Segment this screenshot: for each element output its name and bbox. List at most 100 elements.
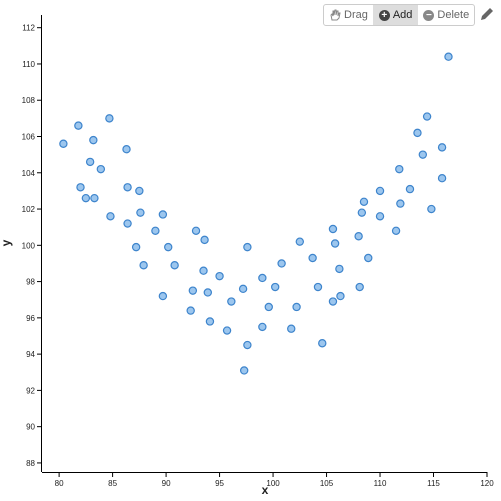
point <box>243 340 252 350</box>
point <box>375 212 385 221</box>
point <box>85 157 95 167</box>
point <box>81 193 91 203</box>
point <box>205 317 215 326</box>
point <box>222 326 232 335</box>
point <box>328 297 338 306</box>
y-tick-label: 108 <box>22 96 36 105</box>
point <box>135 186 144 196</box>
point <box>357 208 367 217</box>
point <box>227 297 236 306</box>
point <box>418 150 428 159</box>
y-tick-label: 94 <box>26 350 35 359</box>
point <box>359 197 369 206</box>
y-tick-label: 112 <box>22 24 35 33</box>
point <box>215 271 224 281</box>
point <box>131 242 141 252</box>
point <box>170 261 179 270</box>
point <box>391 226 401 236</box>
point <box>270 282 280 292</box>
point <box>186 306 195 315</box>
point <box>158 291 168 301</box>
point <box>330 239 340 248</box>
point <box>405 184 415 194</box>
point <box>238 284 248 294</box>
point <box>96 164 106 174</box>
add-button[interactable]: + Add <box>372 5 418 25</box>
point <box>139 261 148 270</box>
point <box>203 288 213 297</box>
x-tick-label: 95 <box>215 479 224 488</box>
x-tick-label: 85 <box>108 479 117 488</box>
point <box>123 183 132 192</box>
y-tick-label: 96 <box>26 314 35 323</box>
point <box>396 199 405 208</box>
point <box>354 232 363 241</box>
point <box>264 302 273 312</box>
point <box>292 302 301 312</box>
point <box>444 52 453 61</box>
plus-icon: + <box>378 9 390 21</box>
point <box>328 224 338 234</box>
point <box>188 286 198 295</box>
point <box>106 212 115 221</box>
point <box>164 242 173 252</box>
y-axis-title: y <box>0 239 13 246</box>
point <box>336 291 345 301</box>
point <box>136 208 145 217</box>
point <box>413 128 422 138</box>
point <box>243 242 252 252</box>
x-tick-label: 120 <box>480 479 494 488</box>
point <box>437 174 447 183</box>
point <box>277 259 286 268</box>
y-tick-label: 106 <box>22 133 36 142</box>
point <box>239 366 249 375</box>
point <box>76 183 85 192</box>
delete-button[interactable]: − Delete <box>417 5 474 25</box>
point <box>287 324 296 333</box>
point <box>258 322 267 332</box>
x-tick-label: 100 <box>266 479 280 488</box>
x-tick-label: 105 <box>320 479 334 488</box>
button-label: Drag <box>344 9 368 21</box>
point <box>427 204 436 214</box>
point <box>89 135 98 145</box>
y-tick-label: 88 <box>26 459 35 468</box>
y-tick-label: 98 <box>26 278 35 287</box>
point <box>375 186 385 196</box>
point <box>191 226 201 236</box>
point <box>200 235 209 245</box>
point <box>151 226 160 236</box>
point <box>308 253 317 263</box>
point <box>199 266 208 275</box>
y-tick-label: 104 <box>22 169 36 178</box>
toolbar: Drag + Add − Delete <box>323 4 476 26</box>
y-tick-label: 110 <box>22 60 35 69</box>
x-tick-label: 80 <box>55 479 64 488</box>
point <box>258 273 267 283</box>
point <box>395 164 404 174</box>
point <box>295 237 305 246</box>
point <box>335 264 344 274</box>
x-axis-title: x <box>262 483 269 497</box>
point <box>437 143 447 152</box>
point <box>74 121 83 130</box>
edit-icon[interactable] <box>479 6 495 22</box>
point <box>313 282 323 292</box>
x-tick-label: 90 <box>162 479 171 488</box>
hand-icon <box>330 9 341 21</box>
drag-button[interactable]: Drag <box>324 5 373 25</box>
point <box>318 339 327 348</box>
y-tick-label: 100 <box>22 241 36 250</box>
button-label: Delete <box>437 9 470 21</box>
y-tick-label: 102 <box>22 205 36 214</box>
point <box>90 193 99 203</box>
y-tick-label: 90 <box>26 423 35 432</box>
point <box>59 139 68 148</box>
point <box>355 282 364 292</box>
minus-icon: − <box>423 9 435 21</box>
point <box>364 253 373 263</box>
point <box>158 210 168 219</box>
point <box>122 144 131 154</box>
